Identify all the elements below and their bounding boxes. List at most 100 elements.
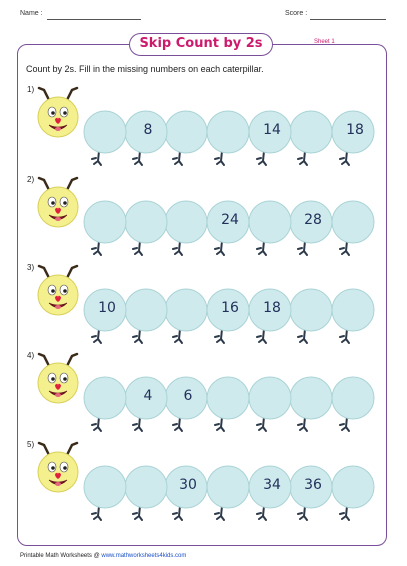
instructions: Count by 2s. Fill in the missing numbers…: [26, 64, 264, 74]
caterpillar-graphic: [37, 86, 375, 166]
legs-icon: [132, 328, 143, 344]
segment-number: 10: [98, 300, 116, 316]
legs-icon: [172, 240, 183, 256]
caterpillar-head-icon: [37, 441, 79, 493]
legs-icon: [339, 328, 350, 344]
body-segment: [331, 110, 375, 166]
body-segment: [289, 200, 333, 256]
body-segment: [206, 288, 250, 344]
segment-number: 8: [143, 122, 153, 138]
segment-number: 14: [263, 122, 281, 138]
segment-number: 28: [304, 212, 322, 228]
body-segment: [289, 288, 333, 344]
body-segment: [83, 110, 127, 166]
body-segment: [289, 110, 333, 166]
caterpillar-graphic: [37, 352, 375, 432]
legs-icon: [132, 505, 143, 521]
body-segment: [83, 465, 127, 521]
body-segment: [331, 200, 375, 256]
caterpillar-graphic: [37, 264, 375, 344]
segment-number: 16: [221, 300, 239, 316]
body-segment: [248, 110, 292, 166]
legs-icon: [256, 240, 267, 256]
caterpillar-head-icon: [37, 176, 79, 228]
segment-number: 18: [263, 300, 281, 316]
legs-icon: [214, 328, 225, 344]
legs-icon: [172, 328, 183, 344]
caterpillar-head-icon: [37, 86, 79, 138]
body-segment: [164, 200, 208, 256]
body-segment: [248, 465, 292, 521]
segment-number: 6: [183, 388, 193, 404]
body-segment: [164, 288, 208, 344]
worksheet-title: Skip Count by 2s: [129, 33, 273, 56]
legs-icon: [214, 240, 225, 256]
caterpillar-head-icon: [37, 352, 79, 404]
problem-number: 3): [27, 263, 35, 272]
body-segment: [124, 288, 168, 344]
legs-icon: [132, 416, 143, 432]
body-segment: [289, 465, 333, 521]
body-segment: [331, 465, 375, 521]
segment-number: 4: [143, 388, 153, 404]
footer-url[interactable]: www.mathworksheets4kids.com: [101, 553, 187, 559]
score-label: Score :: [285, 10, 308, 17]
body-segment: [206, 465, 250, 521]
legs-icon: [256, 416, 267, 432]
legs-icon: [297, 328, 308, 344]
body-segment: [248, 376, 292, 432]
problem-number: 5): [27, 440, 35, 449]
body-segment: [124, 200, 168, 256]
segment-number: 36: [304, 477, 322, 493]
name-line[interactable]: [47, 19, 141, 20]
caterpillar: 8 14 18: [28, 85, 384, 167]
legs-icon: [339, 505, 350, 521]
legs-icon: [297, 505, 308, 521]
legs-icon: [339, 150, 350, 166]
legs-icon: [172, 416, 183, 432]
problem-number: 2): [27, 175, 35, 184]
legs-icon: [256, 505, 267, 521]
legs-icon: [214, 505, 225, 521]
problem-number: 1): [27, 85, 35, 94]
body-segment: [164, 465, 208, 521]
body-segment: [248, 200, 292, 256]
footer: Printable Math Worksheets @ www.mathwork…: [20, 553, 186, 559]
legs-icon: [172, 505, 183, 521]
legs-icon: [256, 150, 267, 166]
segment-number: 24: [221, 212, 239, 228]
name-label: Name :: [20, 10, 43, 17]
body-segment: [124, 465, 168, 521]
segment-number: 18: [346, 122, 364, 138]
legs-icon: [339, 240, 350, 256]
body-segment: [289, 376, 333, 432]
legs-icon: [91, 416, 102, 432]
score-line[interactable]: [310, 19, 386, 20]
legs-icon: [91, 505, 102, 521]
legs-icon: [91, 240, 102, 256]
footer-prefix: Printable Math Worksheets @: [20, 553, 100, 559]
body-segment: [83, 376, 127, 432]
caterpillar-graphic: [37, 441, 375, 521]
legs-icon: [339, 416, 350, 432]
legs-icon: [91, 328, 102, 344]
body-segment: [248, 288, 292, 344]
body-segment: [206, 376, 250, 432]
legs-icon: [297, 150, 308, 166]
caterpillar: 24 28: [28, 175, 384, 257]
body-segment: [331, 376, 375, 432]
body-segment: [164, 110, 208, 166]
legs-icon: [256, 328, 267, 344]
caterpillar: 10 16 18: [28, 263, 384, 345]
caterpillar-graphic: [37, 176, 375, 256]
body-segment: [83, 288, 127, 344]
segment-number: 34: [263, 477, 281, 493]
body-segment: [124, 110, 168, 166]
body-segment: [164, 376, 208, 432]
legs-icon: [214, 416, 225, 432]
caterpillar: 30 34 36: [28, 440, 384, 522]
legs-icon: [132, 240, 143, 256]
caterpillar-head-icon: [37, 264, 79, 316]
legs-icon: [297, 240, 308, 256]
problem-number: 4): [27, 351, 35, 360]
